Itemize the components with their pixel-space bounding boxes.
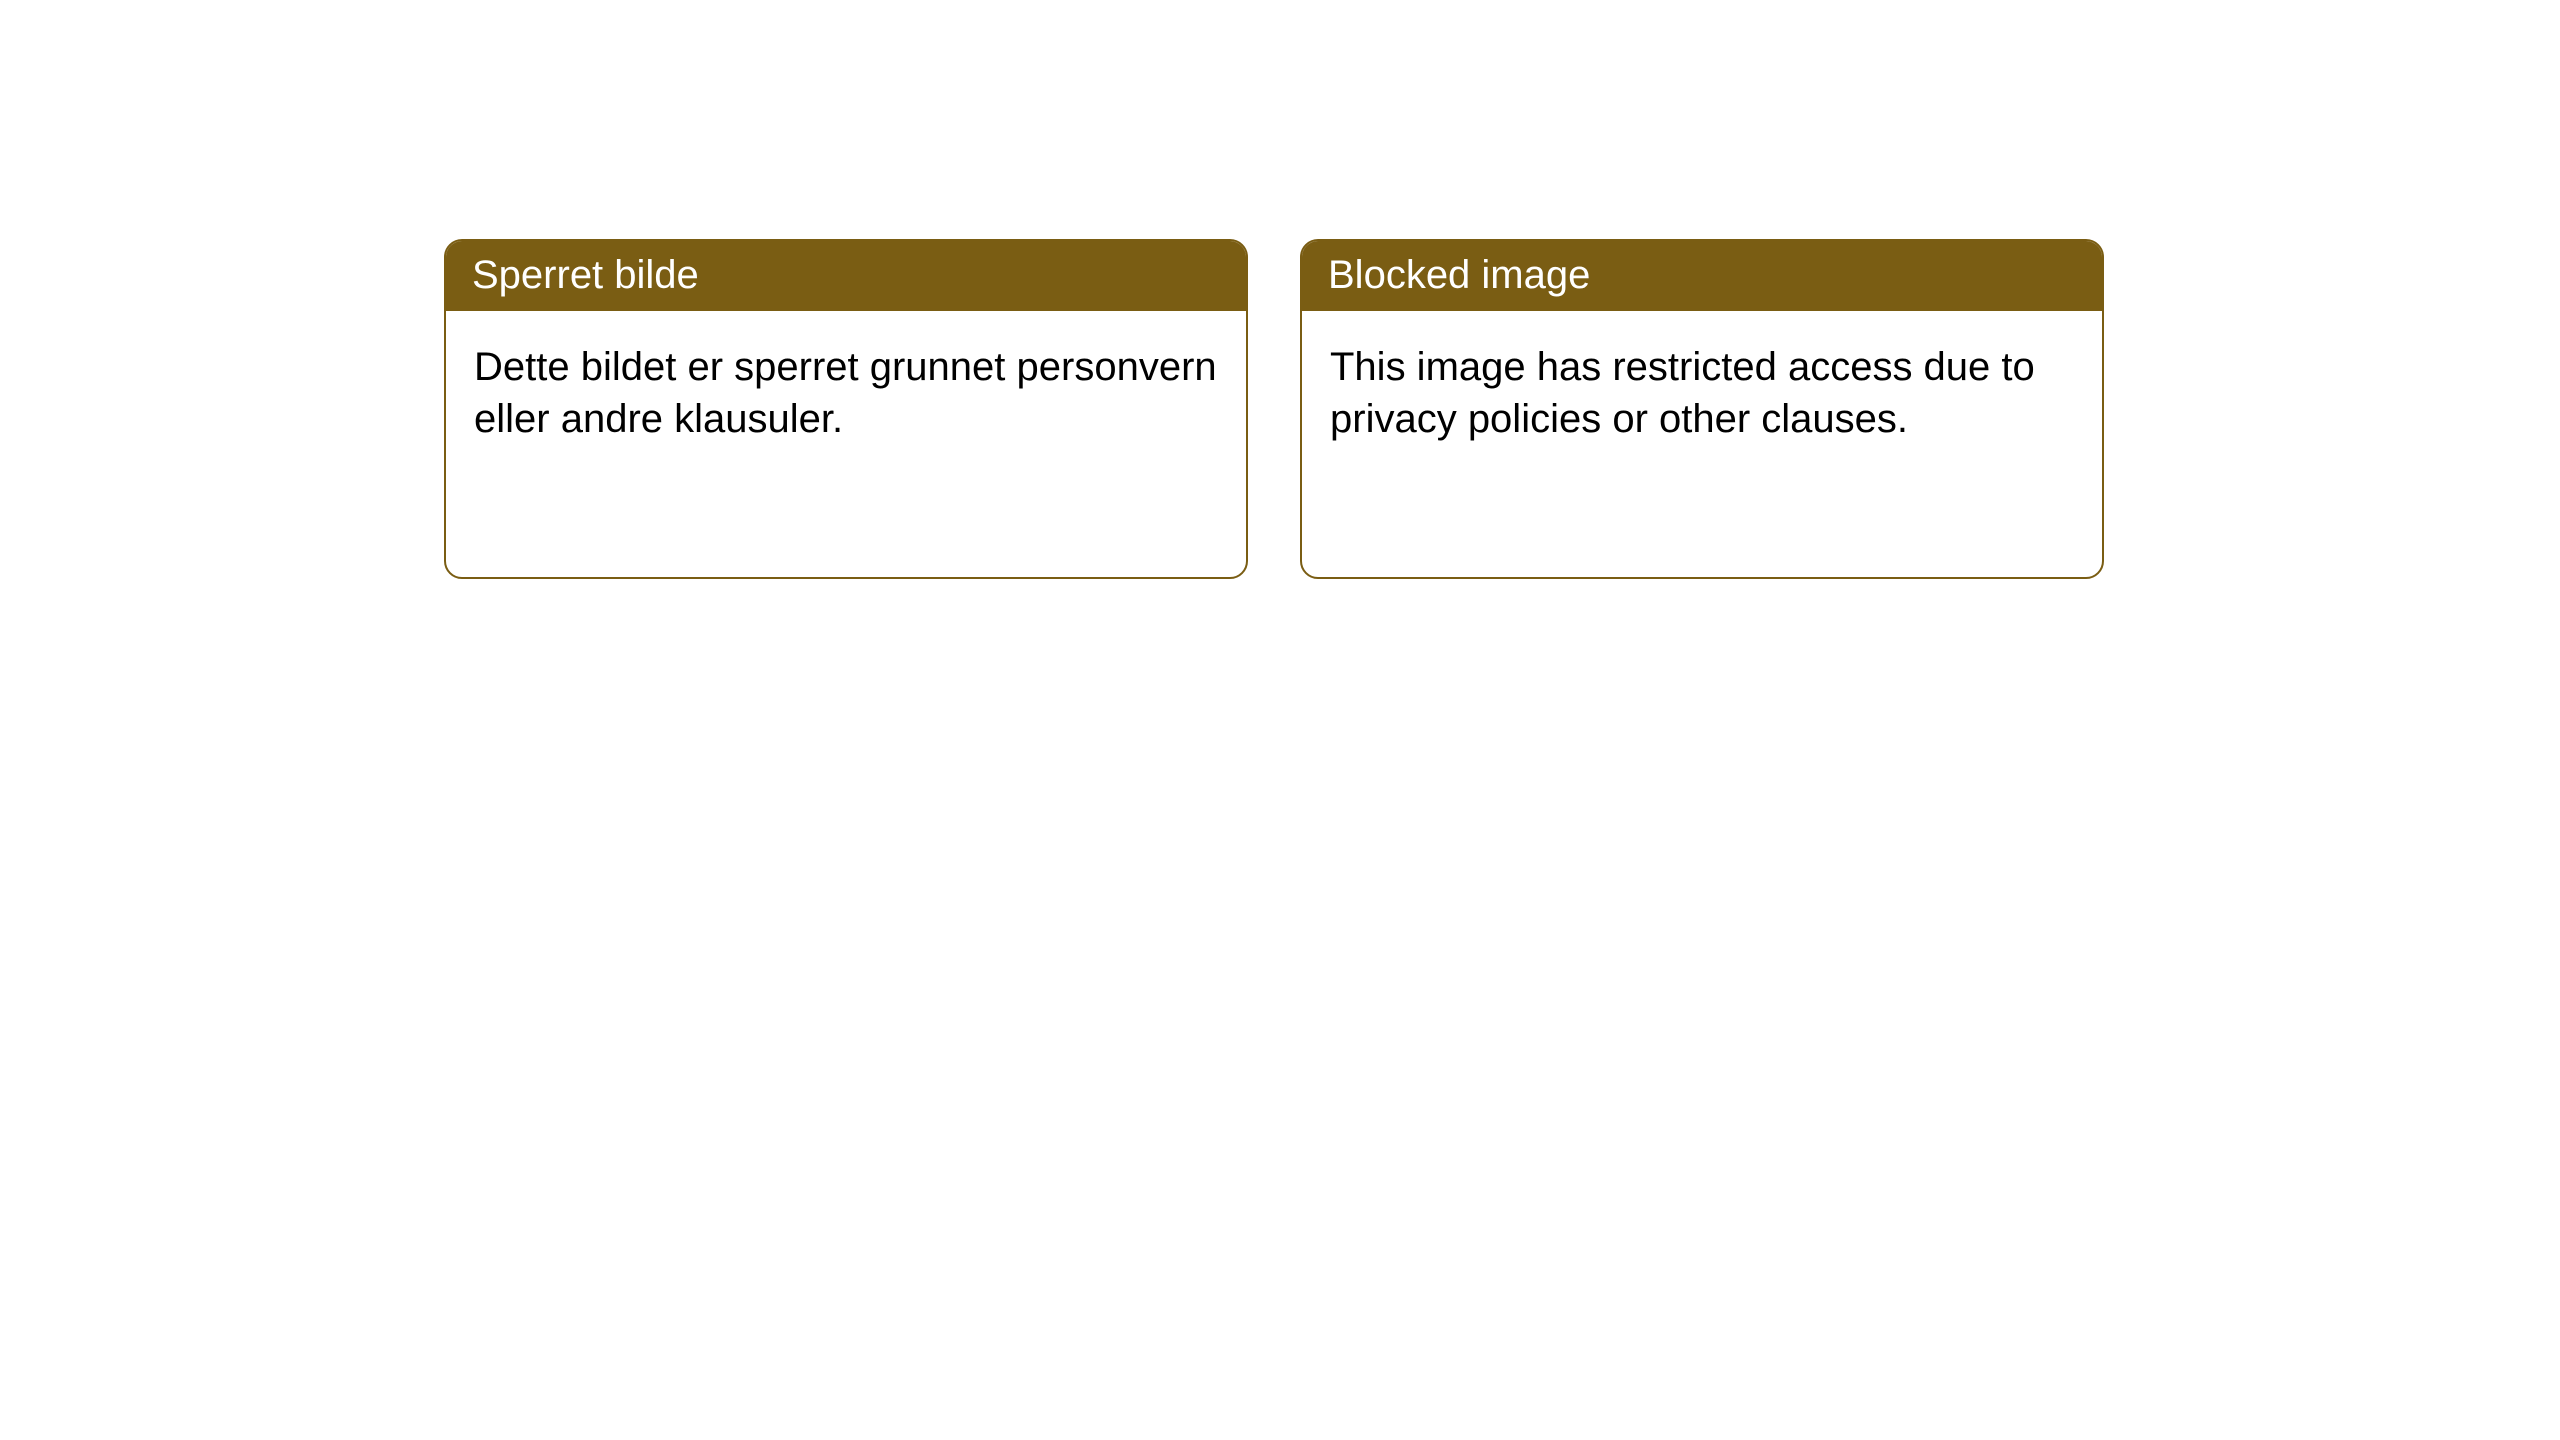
notice-title-english: Blocked image: [1302, 241, 2102, 311]
notice-title-norwegian: Sperret bilde: [446, 241, 1246, 311]
notices-container: Sperret bilde Dette bildet er sperret gr…: [444, 239, 2104, 579]
notice-body-english: This image has restricted access due to …: [1302, 311, 2102, 475]
notice-body-norwegian: Dette bildet er sperret grunnet personve…: [446, 311, 1246, 475]
notice-card-english: Blocked image This image has restricted …: [1300, 239, 2104, 579]
notice-card-norwegian: Sperret bilde Dette bildet er sperret gr…: [444, 239, 1248, 579]
